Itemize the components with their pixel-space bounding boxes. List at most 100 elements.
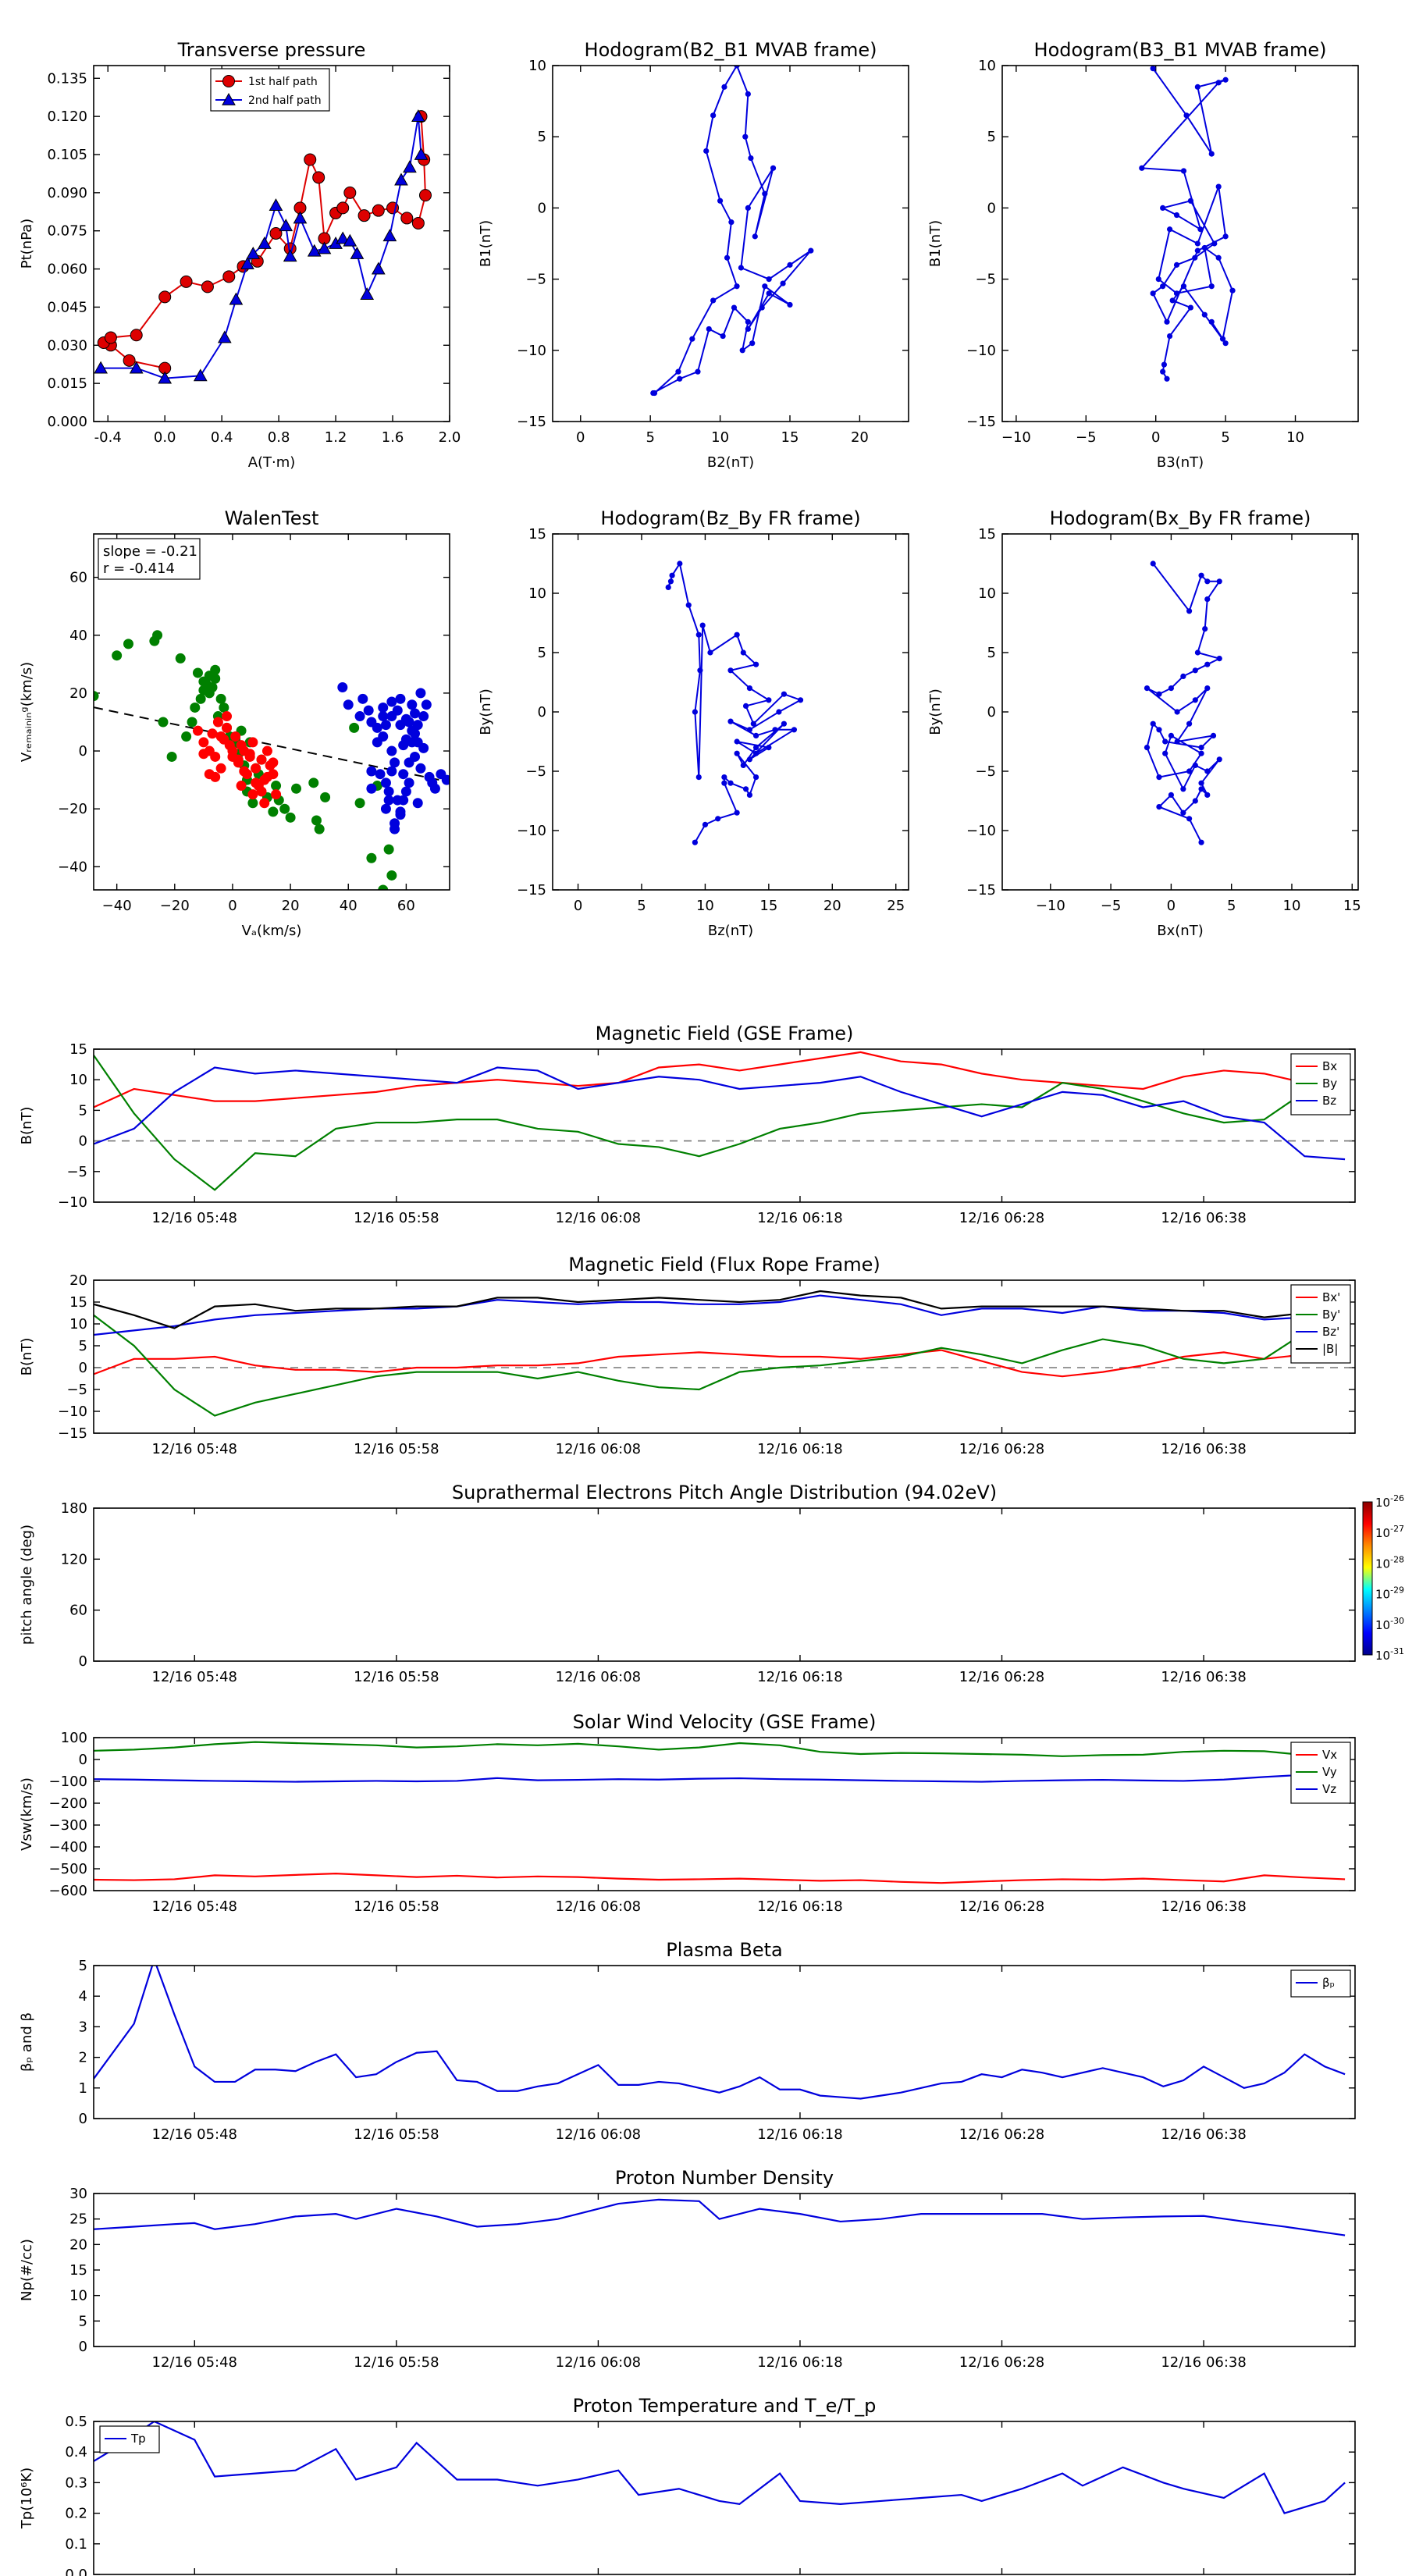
colorbar-label: 10-29 [1375,1585,1404,1602]
data-point [720,333,726,340]
chart-title: Hodogram(Bz_By FR frame) [600,507,860,529]
scatter-point [389,824,400,834]
data-point [283,249,297,262]
data-point [677,560,683,567]
scatter-point [349,722,360,733]
y-tick-label: −15 [517,414,546,430]
x-tick-label: −40 [102,898,132,914]
data-point [710,112,717,119]
scatter-point [222,722,233,733]
data-point [1156,691,1162,697]
scatter-point [192,725,203,736]
data-point [394,173,408,186]
data-point [229,292,244,305]
data-point [808,247,814,254]
data-point [766,745,772,751]
scatter-point [407,699,418,710]
y-tick-label: −10 [517,823,546,839]
data-point [721,774,727,781]
legend-label: 2nd half path [248,94,322,107]
data-point [1180,809,1186,816]
series-group [94,1966,1346,2100]
x-tick-label: 20 [851,429,869,446]
series-line [94,1305,1346,1417]
y-tick-label: 0.000 [47,414,87,430]
series-line [94,1774,1346,1783]
y-tick-label: 0.0 [65,2567,87,2576]
data-point [1211,240,1218,247]
y-tick-label: 0.045 [47,299,87,315]
x-tick-label: −10 [1001,429,1031,446]
data-point [1180,283,1187,290]
data-point [312,171,325,184]
data-point [675,368,681,375]
series-line [94,1294,1346,1336]
y-tick-label: −10 [966,823,996,839]
x-tick-label: −5 [1101,898,1122,914]
plot-area [94,1049,1355,1202]
x-tick-label: 2.0 [439,429,461,446]
data-point [740,762,746,769]
colorbar-label: 10-30 [1375,1616,1404,1632]
data-point [382,229,397,242]
series-line [94,1741,1346,1757]
data-point [727,780,734,786]
series-group [1144,560,1222,845]
scatter-point [383,786,394,797]
x-tick-label: 10 [696,898,714,914]
scatter-point [398,769,409,780]
y-tick-label: 10 [69,1072,87,1088]
data-point [703,148,710,155]
y-tick-label: 100 [61,1730,87,1746]
data-point [1204,661,1211,667]
data-point [750,720,756,727]
data-point [1169,297,1176,304]
scatter-point [233,754,244,765]
data-point [731,304,738,311]
scatter-point [400,786,411,797]
y-tick-label: 0.075 [47,223,87,240]
data-point [1216,656,1222,662]
data-point [695,368,701,375]
x-tick-label: 12/16 06:38 [1161,1669,1246,1685]
scatter-point [386,870,397,881]
plot-frame [93,1737,1356,1891]
series-group [1139,66,1236,382]
scatter-point [271,789,282,800]
y-tick-label: 15 [69,1041,87,1058]
colorbar [1362,1501,1373,1656]
scatter-point [412,798,423,809]
scatter-point [251,777,261,788]
scatter-point [415,688,426,699]
data-point [400,212,414,225]
x-tick-label: 5 [646,429,654,446]
data-point [1229,287,1236,294]
scatter-point [166,751,177,762]
scatter-point [247,798,258,809]
data-point [770,165,777,171]
x-tick-label: 12/16 06:28 [959,1210,1044,1226]
x-tick-label: 12/16 05:48 [152,1441,237,1457]
x-tick-label: 5 [1221,429,1229,446]
y-tick-label: −15 [966,414,996,430]
x-tick-label: 10 [711,429,729,446]
x-axis-label: Vₐ(km/s) [242,923,302,939]
x-tick-label: 12/16 06:18 [757,2126,842,2143]
data-point [1198,750,1204,756]
data-point [689,336,695,342]
data-point [742,703,749,710]
data-point [702,821,709,827]
scatter-point [271,781,282,792]
y-axis-label: By(nT) [478,688,494,735]
data-point [772,727,778,733]
x-tick-label: 10 [1283,898,1301,914]
data-point [797,697,804,703]
y-tick-label: 180 [61,1500,87,1517]
series-line [94,1066,1346,1161]
scatter-point [285,812,296,823]
data-point [752,750,759,756]
series-line [94,1055,1346,1191]
colorbar-exponent: -27 [1390,1524,1404,1534]
x-tick-label: 12/16 06:18 [757,2354,842,2371]
chart-title: Magnetic Field (GSE Frame) [596,1023,854,1044]
